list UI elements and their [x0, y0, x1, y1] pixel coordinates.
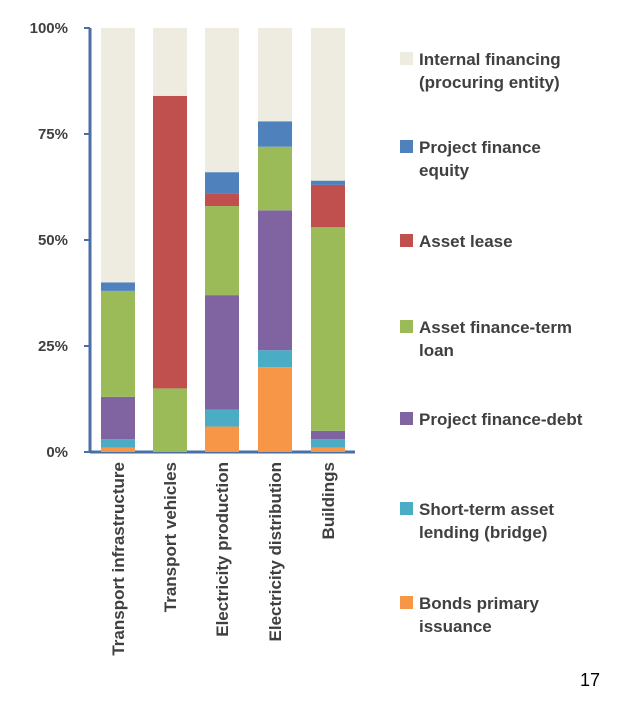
y-tick-label: 75%: [38, 126, 68, 143]
bar-segment: [258, 350, 292, 368]
bar-segment: [205, 172, 239, 194]
bar-segment: [311, 28, 345, 181]
y-tick-label: 50%: [38, 232, 68, 249]
page-number: 17: [580, 670, 601, 690]
bar-segment: [258, 146, 292, 211]
bar-segment: [258, 121, 292, 147]
legend-item: Asset finance-term loan: [400, 316, 628, 362]
bar-segment: [311, 439, 345, 448]
legend-swatch: [400, 596, 413, 609]
legend-label: Internal financing (procuring entity): [419, 50, 561, 92]
legend-swatch: [400, 234, 413, 247]
bar-segment: [311, 447, 345, 452]
bar-segment: [205, 193, 239, 207]
y-tick-label: 0%: [46, 444, 68, 461]
bar-segment: [311, 184, 345, 228]
bar-segment: [101, 439, 135, 448]
bar-segment: [258, 210, 292, 351]
bar-segment: [101, 290, 135, 397]
bar-segment: [311, 430, 345, 440]
legend-swatch: [400, 320, 413, 333]
legend-item: Asset lease: [400, 230, 628, 253]
bar-segment: [101, 447, 135, 452]
legend-item: Short-term asset lending (bridge): [400, 498, 628, 544]
x-tick-label: Electricity distribution: [266, 462, 285, 641]
bar-segment: [153, 28, 187, 96]
y-tick-label: 100%: [30, 20, 68, 37]
y-tick-label: 25%: [38, 338, 68, 355]
legend-label: Asset lease: [419, 232, 513, 251]
legend-item: Bonds primary issuance: [400, 592, 628, 638]
bar-segment: [205, 409, 239, 427]
legend-swatch: [400, 140, 413, 153]
x-tick-label: Buildings: [319, 462, 338, 539]
bar-segment: [311, 227, 345, 431]
bar-segment: [205, 295, 239, 410]
legend-swatch: [400, 502, 413, 515]
bar-segment: [101, 282, 135, 291]
legend-swatch: [400, 412, 413, 425]
legend-item: Internal financing (procuring entity): [400, 48, 628, 94]
bar-segment: [311, 180, 345, 185]
legend-item: Project finance-debt: [400, 408, 628, 431]
legend-item: Project finance equity: [400, 136, 628, 182]
legend-label: Project finance-debt: [419, 410, 583, 429]
legend-label: Project finance equity: [419, 138, 541, 180]
bar-segment: [258, 367, 292, 452]
bar-segment: [205, 28, 239, 173]
legend-label: Short-term asset lending (bridge): [419, 500, 555, 542]
bar-segment: [205, 206, 239, 296]
x-tick-label: Transport vehicles: [161, 462, 180, 612]
x-tick-label: Transport infrastructure: [109, 462, 128, 656]
x-tick-label: Electricity production: [213, 462, 232, 637]
bar-segment: [153, 95, 187, 389]
bar-segment: [258, 28, 292, 122]
bar-segment: [153, 388, 187, 452]
legend-swatch: [400, 52, 413, 65]
bar-segment: [101, 28, 135, 283]
legend-label: Asset finance-term loan: [419, 318, 573, 360]
legend-label: Bonds primary issuance: [419, 594, 539, 636]
bar-segment: [205, 426, 239, 452]
bar-segment: [101, 396, 135, 440]
